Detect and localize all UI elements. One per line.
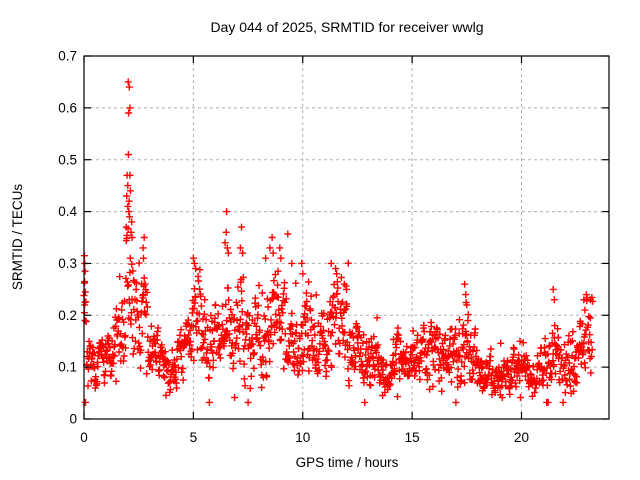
y-axis-label: SRMTID / TECUs [10,184,25,291]
tick-marks [83,55,609,420]
tick-labels: 0 5 10 15 20 0 0.1 0.2 0.3 0.4 0.5 0.6 0.7 [58,49,529,445]
y-tick-label: 0.4 [58,204,77,219]
x-tick-label: 0 [80,430,88,445]
y-tick-label: 0.7 [58,49,77,64]
y-tick-label: 0.1 [58,360,77,375]
y-tick-label: 0.6 [58,100,77,115]
x-tick-label: 20 [514,430,529,445]
y-tick-label: 0.3 [58,256,77,271]
y-tick-label: 0.5 [58,152,77,167]
x-tick-label: 15 [405,430,420,445]
x-tick-label: 5 [190,430,198,445]
x-tick-label: 10 [295,430,310,445]
x-axis-label: GPS time / hours [296,455,399,470]
chart-title: Day 044 of 2025, SRMTID for receiver wwl… [210,19,483,35]
plot-border [83,55,610,420]
y-tick-label: 0 [69,412,77,427]
y-tick-label: 0.2 [58,308,77,323]
